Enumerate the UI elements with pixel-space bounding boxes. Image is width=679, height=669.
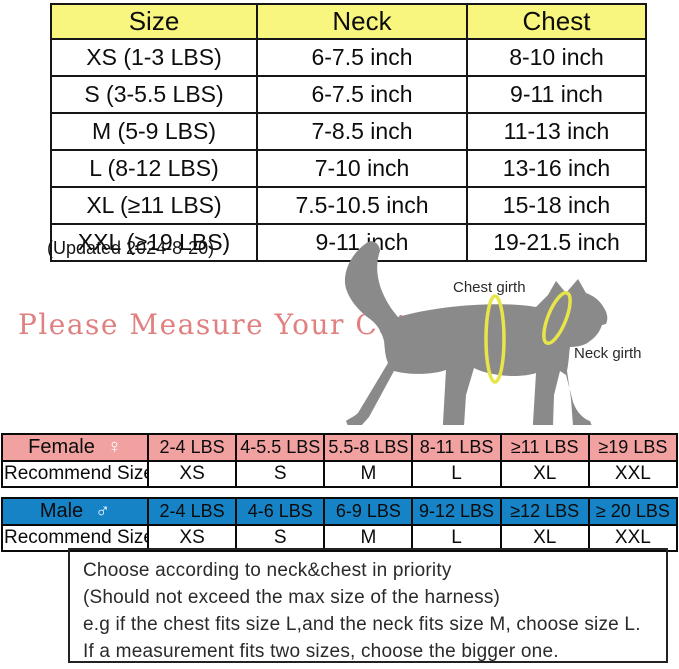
neck-cell: 6-7.5 inch [256,38,468,77]
chest-cell: 13-16 inch [466,149,647,188]
male-size-cell: XXL [587,524,679,552]
note-line: e.g if the chest fits size L,and the nec… [83,614,641,635]
neck-girth-label: Neck girth [574,345,642,362]
size-cell: XXL (≥19 LBS) [50,223,258,262]
neck-girth-ellipse [542,290,572,346]
neck-cell: 7-8.5 inch [256,112,468,151]
female-size-cell: S [235,460,326,488]
chest-cell: 9-11 inch [466,75,647,114]
table-row: L (8-12 LBS) 7-10 inch 13-16 inch [50,149,647,188]
neck-cell: 7.5-10.5 inch [256,186,468,225]
size-cell: XL (≥11 LBS) [50,186,258,225]
female-size-row: Recommend Size XS S M L XL XXL [1,460,679,488]
size-chart-header-row: Size Neck Chest [50,3,647,40]
male-weight-col: 6-9 LBS [323,497,414,526]
sizing-notes-box: Choose according to neck&chest in priori… [68,548,668,663]
size-cell: L (8-12 LBS) [50,149,258,188]
male-weight-col: 4-6 LBS [235,497,326,526]
female-weight-col: 2-4 LBS [146,433,238,462]
header-neck: Neck [256,3,468,40]
updated-date-note: (Updated 2024-8-20) [47,238,215,258]
chest-cell: 8-10 inch [466,38,647,77]
neck-cell: 7-10 inch [256,149,468,188]
cat-measurement-diagram: Chest girth Neck girth [340,237,679,426]
measure-heading: Please Measure Your Cat [18,308,410,341]
header-size: Size [50,3,258,40]
female-size-table: Female ♀ 2-4 LBS 4-5.5 LBS 5.5-8 LBS 8-11… [1,433,679,488]
female-size-cell: XXL [587,460,679,488]
female-symbol-icon: ♀ [106,436,122,458]
female-label: Female [28,436,95,458]
header-chest: Chest [466,3,647,40]
chest-girth-ellipse [484,294,506,384]
female-header-row: Female ♀ 2-4 LBS 4-5.5 LBS 5.5-8 LBS 8-11… [1,433,679,462]
note-line: (Should not exceed the max size of the h… [83,587,501,608]
female-weight-col: 5.5-8 LBS [323,433,414,462]
female-title-cell: Female ♀ [1,433,149,462]
male-weight-col: ≥12 LBS [499,497,590,526]
male-size-cell: S [235,524,326,552]
table-row: S (3-5.5 LBS) 6-7.5 inch 9-11 inch [50,75,647,114]
cat-silhouette-icon [344,241,608,426]
female-size-cell: L [411,460,502,488]
chest-girth-label: Chest girth [453,279,526,296]
female-weight-col: ≥11 LBS [499,433,590,462]
female-size-cell: M [323,460,414,488]
female-weight-col: 4-5.5 LBS [235,433,326,462]
recommend-size-label: Recommend Size [1,460,149,488]
table-row: XS (1-3 LBS) 6-7.5 inch 8-10 inch [50,38,647,77]
size-cell: M (5-9 LBS) [50,112,258,151]
table-row: XL (≥11 LBS) 7.5-10.5 inch 15-18 inch [50,186,647,225]
female-size-cell: XL [499,460,590,488]
male-size-cell: M [323,524,414,552]
male-header-row: Male ♂ 2-4 LBS 4-6 LBS 6-9 LBS 9-12 LBS ≥… [1,497,679,526]
male-size-table: Male ♂ 2-4 LBS 4-6 LBS 6-9 LBS 9-12 LBS ≥… [1,497,679,552]
male-size-cell: L [411,524,502,552]
note-line: If a measurement fits two sizes, choose … [83,641,559,662]
female-weight-col: ≥19 LBS [587,433,679,462]
male-size-row: Recommend Size XS S M L XL XXL [1,524,679,552]
male-size-cell: XS [146,524,238,552]
table-row: M (5-9 LBS) 7-8.5 inch 11-13 inch [50,112,647,151]
female-weight-col: 8-11 LBS [411,433,502,462]
chest-cell: 19-21.5 inch [466,223,647,262]
recommend-size-label: Recommend Size [1,524,149,552]
male-weight-col: 2-4 LBS [146,497,238,526]
note-line: Choose according to neck&chest in priori… [83,560,452,581]
cat-silhouette-graphic: Chest girth Neck girth [344,241,642,426]
size-cell: S (3-5.5 LBS) [50,75,258,114]
male-symbol-icon: ♂ [95,500,111,522]
chest-cell: 15-18 inch [466,186,647,225]
male-size-cell: XL [499,524,590,552]
male-weight-col: ≥ 20 LBS [587,497,679,526]
neck-cell: 6-7.5 inch [256,75,468,114]
size-cell: XS (1-3 LBS) [50,38,258,77]
male-label: Male [39,500,84,522]
size-chart-table: Size Neck Chest XS (1-3 LBS) 6-7.5 inch … [50,3,647,262]
male-weight-col: 9-12 LBS [411,497,502,526]
chest-cell: 11-13 inch [466,112,647,151]
male-title-cell: Male ♂ [1,497,149,526]
female-size-cell: XS [146,460,238,488]
